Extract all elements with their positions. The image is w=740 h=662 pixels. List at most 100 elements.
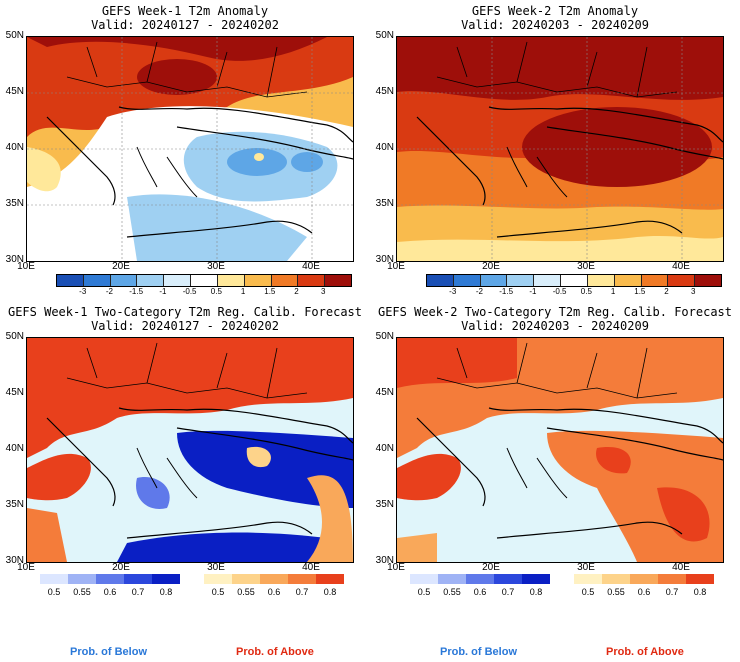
- lat-label: 40N: [5, 443, 24, 454]
- lon-label: 30E: [207, 261, 225, 272]
- prob-tick-label: 0.6: [637, 587, 651, 597]
- colorbar-swatch: [507, 275, 535, 286]
- colorbar-swatch: [191, 275, 218, 286]
- prob-swatch: [658, 574, 686, 584]
- colorbar-tick-label: 3: [691, 287, 696, 296]
- footer-below-label-right: Prob. of Below: [440, 646, 517, 658]
- prob-swatch: [602, 574, 630, 584]
- colorbar-tick-label: 1: [610, 287, 616, 296]
- colorbar-swatch: [614, 275, 642, 286]
- lat-label: 35N: [5, 198, 24, 209]
- prob-swatch: [288, 574, 316, 584]
- lon-label: 30E: [207, 562, 225, 573]
- colorbar-tick-label: -3: [79, 287, 87, 296]
- colorbar-swatch: [57, 275, 84, 286]
- lon-label: 10E: [17, 562, 35, 573]
- prob-swatch: [466, 574, 494, 584]
- prob-swatch: [630, 574, 658, 584]
- lon-label: 40E: [302, 261, 320, 272]
- colorbar-swatch: [217, 275, 245, 286]
- colorbar-tick-label: -3: [449, 287, 457, 296]
- prob-tick-label: 0.55: [73, 587, 91, 597]
- lat-label: 45N: [375, 86, 394, 97]
- lon-label: 20E: [482, 261, 500, 272]
- prob-swatch: [152, 574, 180, 584]
- panel4-map: [396, 337, 724, 563]
- lon-label: 10E: [387, 562, 405, 573]
- colorbar-swatch: [453, 275, 481, 286]
- lat-label: 30N: [375, 254, 394, 265]
- lat-label: 50N: [375, 331, 394, 342]
- prob-tick-label: 0.6: [473, 587, 487, 597]
- colorbar-tick-label: 0.5: [580, 287, 592, 296]
- prob-below-colorbar-week2: [410, 574, 550, 584]
- footer-below-label-left: Prob. of Below: [70, 646, 147, 658]
- colorbar-swatch: [325, 275, 351, 286]
- lat-label: 50N: [5, 30, 24, 41]
- colorbar-swatch: [641, 275, 669, 286]
- prob-above-colorbar-week1: [204, 574, 344, 584]
- colorbar-tick-label: -1: [159, 287, 167, 296]
- prob-tick-label: 0.6: [267, 587, 281, 597]
- prob-swatch: [124, 574, 152, 584]
- prob-tick-label: 0.7: [501, 587, 515, 597]
- prob-swatch: [574, 574, 602, 584]
- prob-swatch: [438, 574, 466, 584]
- colorbar-tick-label: 1.5: [264, 287, 276, 296]
- panel1-map: [26, 36, 354, 262]
- colorbar-tick-label: -0.5: [182, 287, 197, 296]
- colorbar-swatch: [480, 275, 508, 286]
- lat-label: 40N: [375, 443, 394, 454]
- footer-above-label-left: Prob. of Above: [236, 646, 314, 658]
- prob-tick-label: 0.5: [211, 587, 225, 597]
- colorbar-swatch: [534, 275, 562, 286]
- lon-label: 10E: [387, 261, 405, 272]
- anomaly-colorbar-week1: [56, 274, 352, 287]
- prob-tick-label: 0.55: [607, 587, 625, 597]
- panel2-title: GEFS Week-2 T2m Anomaly Valid: 20240203 …: [461, 4, 649, 32]
- colorbar-swatch: [427, 275, 454, 286]
- prob-tick-label: 0.7: [665, 587, 679, 597]
- prob-above-colorbar-week2: [574, 574, 714, 584]
- lon-label: 20E: [482, 562, 500, 573]
- colorbar-swatch: [244, 275, 272, 286]
- lat-label: 35N: [5, 499, 24, 510]
- colorbar-tick-label: 2: [664, 287, 669, 296]
- prob-swatch: [494, 574, 522, 584]
- prob-tick-label: 0.5: [417, 587, 431, 597]
- colorbar-tick-label: -1.5: [499, 287, 514, 296]
- lon-label: 20E: [112, 261, 130, 272]
- colorbar-swatch: [668, 275, 696, 286]
- prob-tick-label: 0.7: [131, 587, 145, 597]
- prob-swatch: [522, 574, 550, 584]
- lat-label: 35N: [375, 499, 394, 510]
- lat-label: 30N: [5, 254, 24, 265]
- panel2-map: [396, 36, 724, 262]
- prob-swatch: [260, 574, 288, 584]
- prob-tick-label: 0.55: [443, 587, 461, 597]
- prob-tick-label: 0.5: [47, 587, 61, 597]
- colorbar-tick-label: 1.5: [634, 287, 646, 296]
- lat-label: 50N: [5, 331, 24, 342]
- colorbar-swatch: [298, 275, 326, 286]
- lat-label: 40N: [375, 142, 394, 153]
- colorbar-tick-label: 2: [294, 287, 299, 296]
- colorbar-swatch: [561, 275, 588, 286]
- prob-tick-label: 0.6: [103, 587, 117, 597]
- panel3-title: GEFS Week-1 Two-Category T2m Reg. Calib.…: [7, 305, 362, 333]
- prob-swatch: [96, 574, 124, 584]
- lat-label: 50N: [375, 30, 394, 41]
- lat-label: 40N: [5, 142, 24, 153]
- prob-swatch: [410, 574, 438, 584]
- prob-tick-label: 0.8: [323, 587, 337, 597]
- lon-label: 10E: [17, 261, 35, 272]
- colorbar-tick-label: -2: [105, 287, 114, 296]
- prob-swatch: [204, 574, 232, 584]
- colorbar-tick-label: 3: [321, 287, 326, 296]
- lat-label: 45N: [5, 387, 24, 398]
- colorbar-tick-label: 1: [240, 287, 246, 296]
- prob-swatch: [686, 574, 714, 584]
- colorbar-swatch: [271, 275, 299, 286]
- colorbar-swatch: [164, 275, 192, 286]
- lon-label: 40E: [672, 261, 690, 272]
